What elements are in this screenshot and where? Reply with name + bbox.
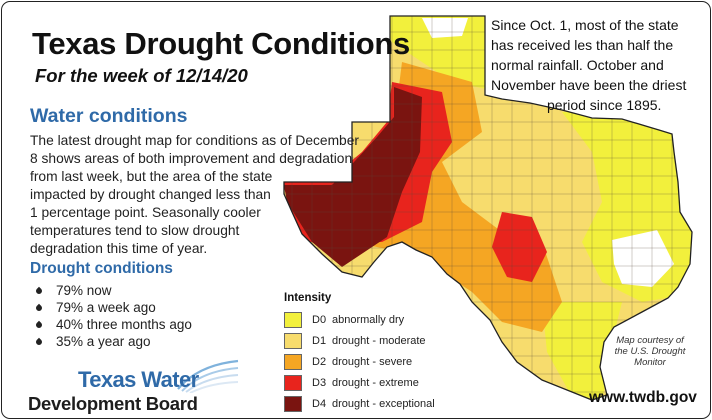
map-credit: Map courtesy of the U.S. Drought Monitor xyxy=(598,335,702,368)
water-conditions-text: The latest drought map for conditions as… xyxy=(30,132,390,258)
legend-label: drought - exceptional xyxy=(332,397,435,410)
page-title: Texas Drought Conditions xyxy=(32,26,410,61)
water-waves-icon xyxy=(177,359,239,393)
water-drop-icon xyxy=(34,286,44,296)
legend-swatch xyxy=(284,332,302,349)
body-line: degradation this time of year. xyxy=(30,241,208,256)
drought-conditions-heading: Drought conditions xyxy=(30,260,173,277)
legend-item-d1: D1 drought - moderate xyxy=(284,330,435,351)
zone-none-east xyxy=(612,230,674,287)
legend-swatch xyxy=(284,311,302,328)
zone-d3-central xyxy=(492,212,547,282)
note-line: normal rainfall. October and xyxy=(491,57,664,73)
legend-code: D3 xyxy=(312,376,327,389)
note-line: November have been the driest xyxy=(491,77,687,93)
drought-stats-list: 79% now 79% a week ago 40% three months … xyxy=(32,282,192,350)
zone-none-panhandle xyxy=(422,18,468,38)
legend-label: drought - extreme xyxy=(332,376,419,389)
intensity-legend: Intensity D0 abnormally dry D1 drought -… xyxy=(284,292,435,414)
legend-label: drought - severe xyxy=(332,355,413,368)
stat-text: 40% three months ago xyxy=(56,317,192,332)
list-item: 40% three months ago xyxy=(32,316,192,333)
water-conditions-heading: Water conditions xyxy=(30,105,188,127)
legend-title: Intensity xyxy=(284,292,332,304)
rainfall-note: Since Oct. 1, most of the state has rece… xyxy=(491,15,701,115)
legend-swatch xyxy=(284,353,302,370)
legend-code: D2 xyxy=(312,355,327,368)
legend-code: D4 xyxy=(312,397,327,410)
note-line: period since 1895. xyxy=(547,97,662,113)
logo-text-line1: Texas Water xyxy=(78,367,199,392)
list-item: 35% a year ago xyxy=(32,333,192,350)
stat-text: 79% a week ago xyxy=(56,300,156,315)
credit-line: Map courtesy of xyxy=(616,335,684,346)
credit-line: the U.S. Drought xyxy=(614,346,686,357)
legend-code: D1 xyxy=(312,334,327,347)
zone-d4-exceptional xyxy=(284,87,422,267)
water-drop-icon xyxy=(34,303,44,313)
legend-swatch xyxy=(284,395,302,412)
legend-item-d2: D2 drought - severe xyxy=(284,351,435,372)
legend-label: abnormally dry xyxy=(332,313,405,326)
logo-text-line2: Development Board xyxy=(28,393,198,414)
legend-label: drought - moderate xyxy=(332,334,426,347)
note-line: Since Oct. 1, most of the state xyxy=(491,17,679,33)
body-line: 1 percentage point. Seasonally cooler xyxy=(30,205,261,220)
water-drop-icon xyxy=(34,320,44,330)
body-line: impacted by drought changed less than xyxy=(30,187,271,202)
legend-item-d0: D0 abnormally dry xyxy=(284,309,435,330)
list-item: 79% now xyxy=(32,282,192,299)
legend-item-d3: D3 drought - extreme xyxy=(284,372,435,393)
page-subtitle: For the week of 12/14/20 xyxy=(35,65,248,86)
legend-code: D0 xyxy=(312,313,327,326)
note-line: has received les than half the xyxy=(491,37,674,53)
body-line: from last week, but the area of the stat… xyxy=(30,169,273,184)
water-drop-icon xyxy=(34,337,44,347)
credit-line: Monitor xyxy=(634,357,666,368)
stat-text: 35% a year ago xyxy=(56,334,151,349)
list-item: 79% a week ago xyxy=(32,299,192,316)
body-line: The latest drought map for conditions as… xyxy=(30,133,359,148)
body-line: temperatures tend to slow drought xyxy=(30,223,240,238)
website-link[interactable]: www.twdb.gov xyxy=(589,389,697,406)
body-line: 8 shows areas of both improvement and de… xyxy=(30,151,353,166)
legend-item-d4: D4 drought - exceptional xyxy=(284,393,435,414)
stat-text: 79% now xyxy=(56,283,112,298)
legend-swatch xyxy=(284,374,302,391)
